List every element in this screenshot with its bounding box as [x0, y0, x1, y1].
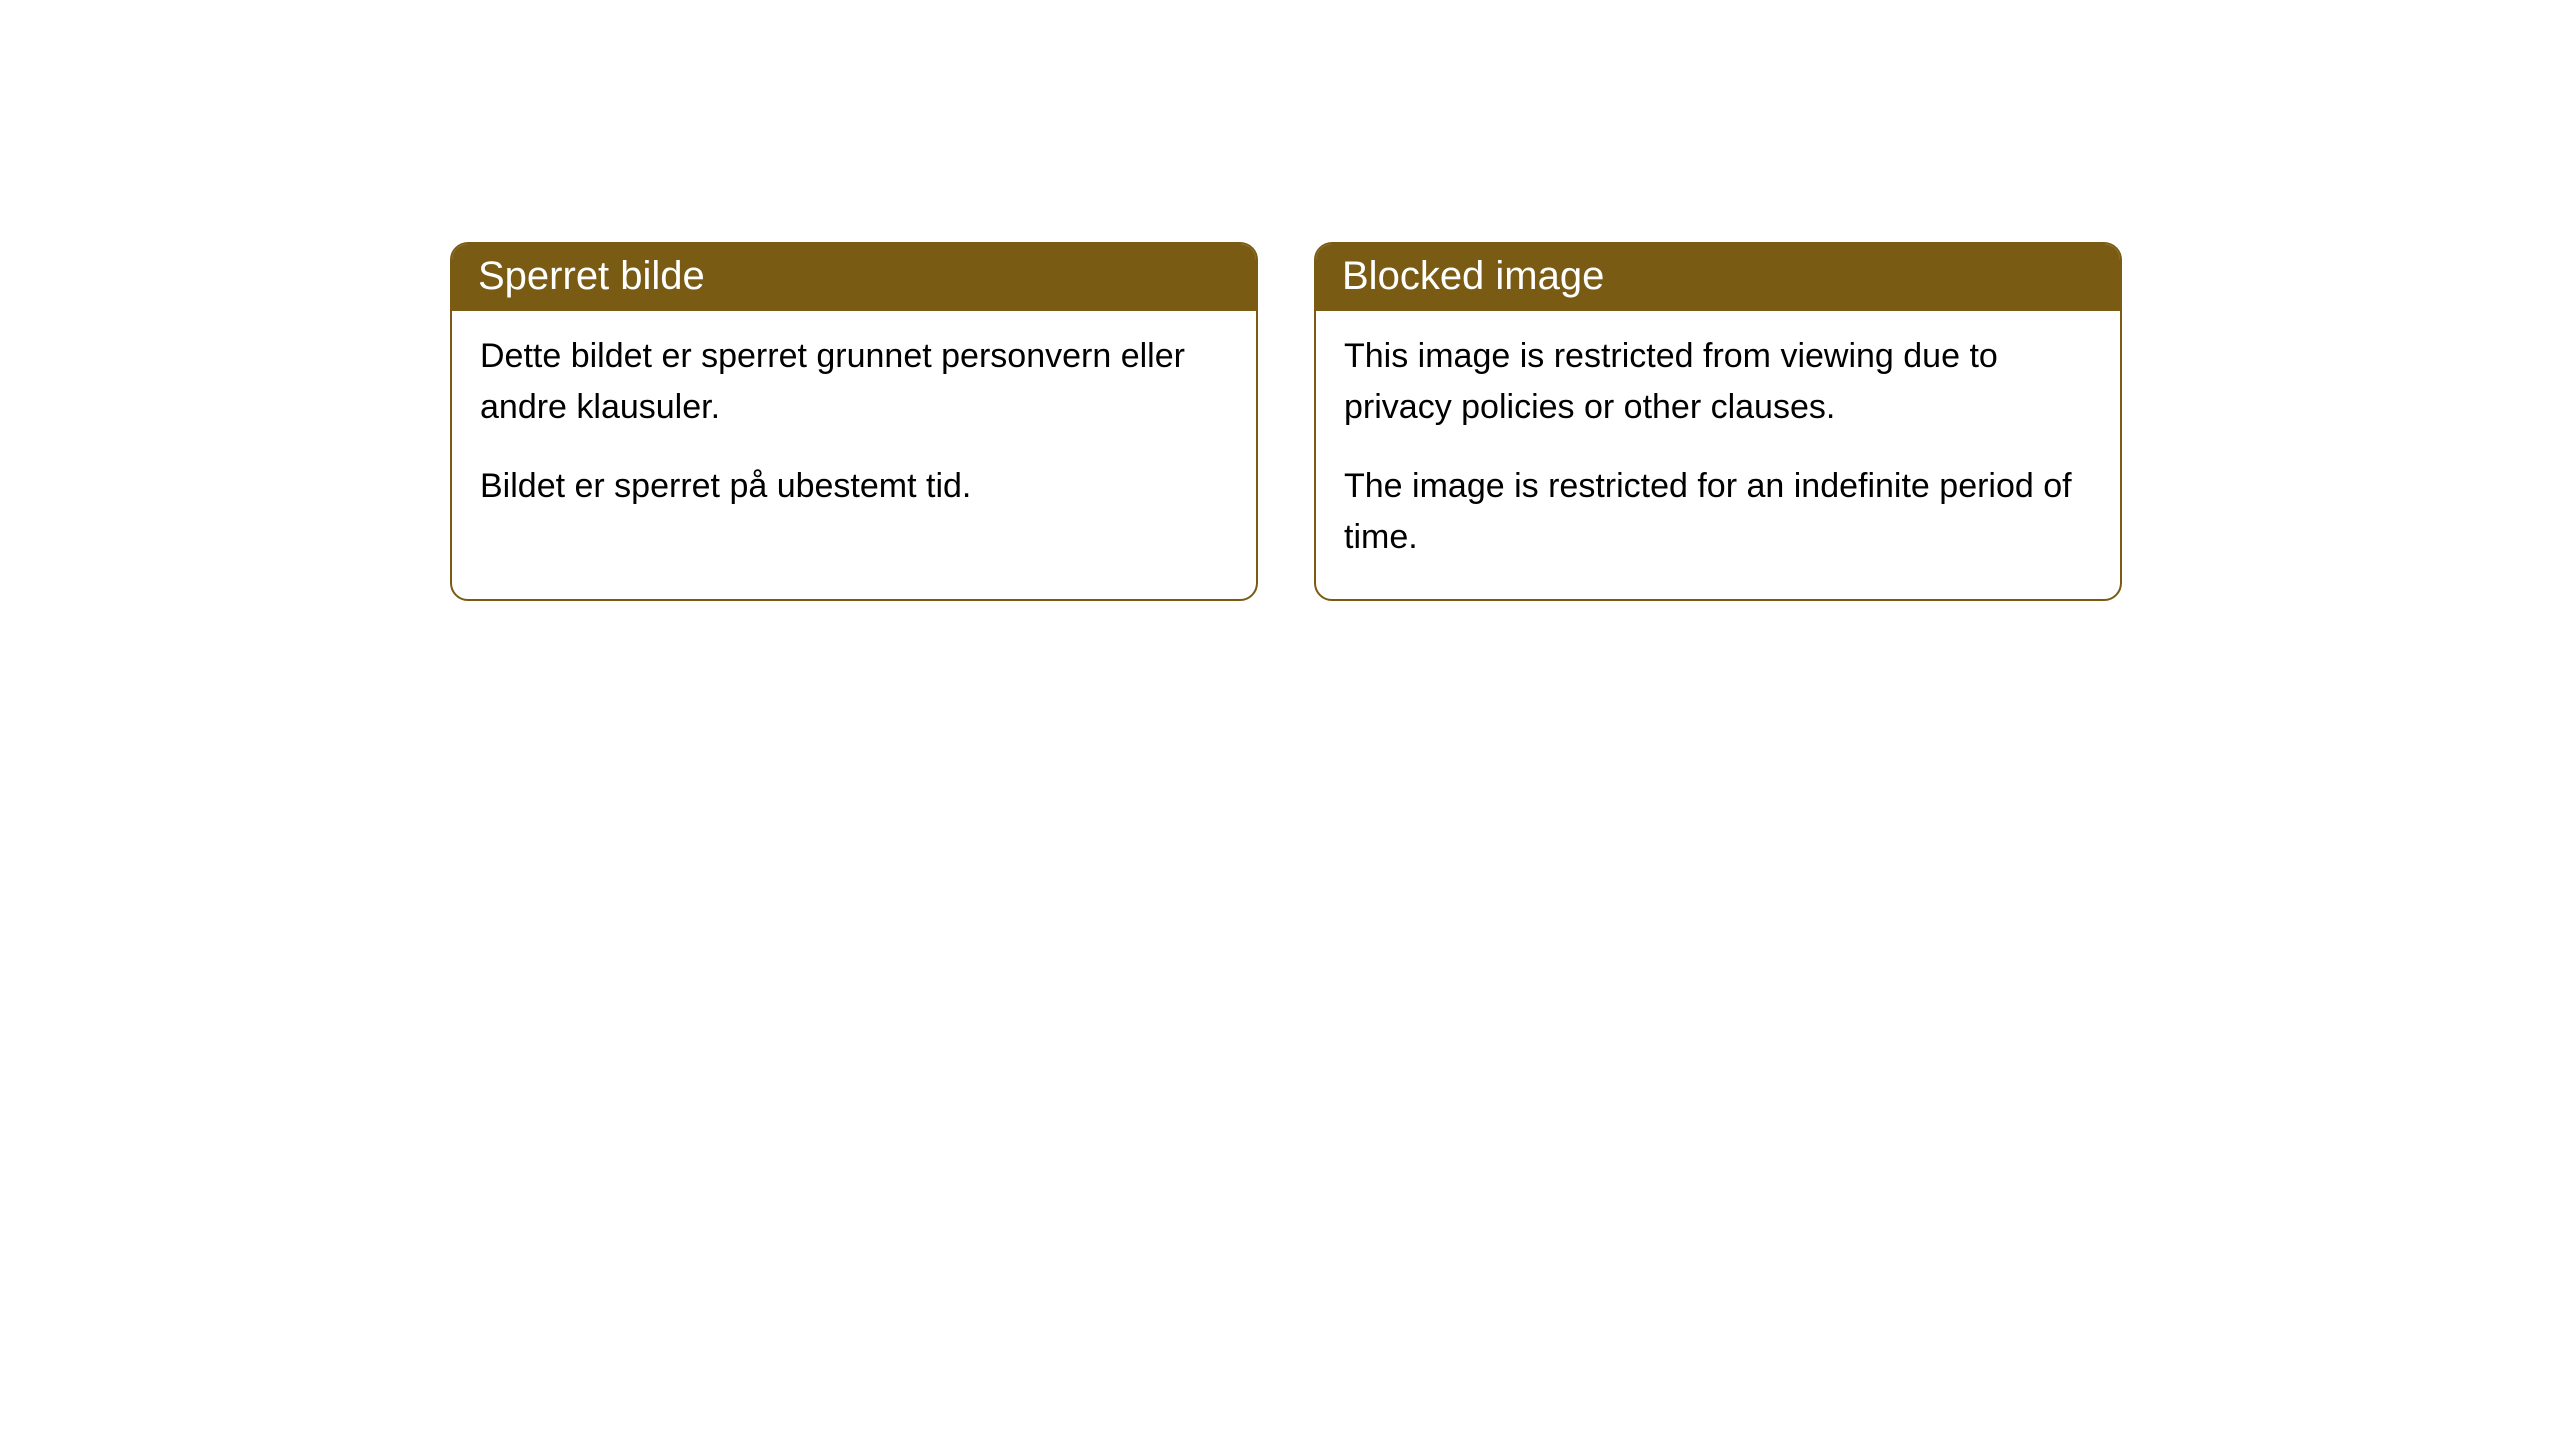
card-body-norwegian: Dette bildet er sperret grunnet personve… [452, 311, 1256, 548]
card-title-english: Blocked image [1316, 244, 2120, 311]
card-body-english: This image is restricted from viewing du… [1316, 311, 2120, 599]
card-paragraph-english-1: This image is restricted from viewing du… [1344, 331, 2092, 433]
blocked-image-card-norwegian: Sperret bilde Dette bildet er sperret gr… [450, 242, 1258, 601]
card-title-norwegian: Sperret bilde [452, 244, 1256, 311]
card-paragraph-english-2: The image is restricted for an indefinit… [1344, 461, 2092, 563]
notice-container: Sperret bilde Dette bildet er sperret gr… [0, 0, 2560, 601]
card-paragraph-norwegian-1: Dette bildet er sperret grunnet personve… [480, 331, 1228, 433]
blocked-image-card-english: Blocked image This image is restricted f… [1314, 242, 2122, 601]
card-paragraph-norwegian-2: Bildet er sperret på ubestemt tid. [480, 461, 1228, 512]
